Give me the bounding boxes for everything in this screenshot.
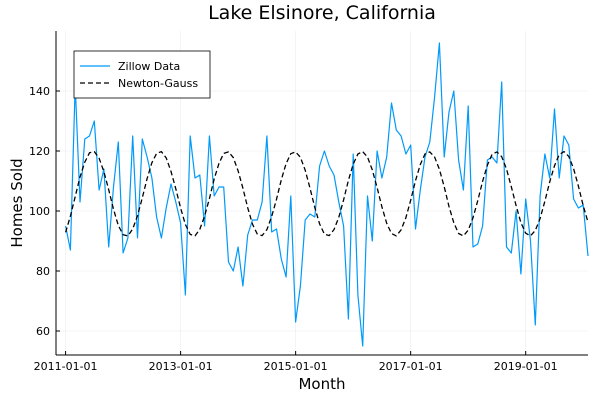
y-tick-label: 140 — [29, 85, 50, 98]
tick-labels: 2011-01-01 2013-01-01 2015-01-01 2017-01-01… — [29, 85, 558, 373]
y-tick-label: 80 — [36, 265, 50, 278]
legend: Zillow Data Newton-Gauss — [73, 50, 211, 99]
y-tick-label: 100 — [29, 205, 50, 218]
zillow-data-line — [65, 42, 589, 347]
newton-gauss-line — [64, 150, 589, 237]
x-tick-label: 2013-01-01 — [149, 360, 213, 373]
x-axis-label: Month — [298, 375, 345, 393]
y-tick-label: 120 — [29, 145, 50, 158]
x-tick-label: 2017-01-01 — [379, 360, 443, 373]
legend-label: Zillow Data — [118, 60, 180, 73]
legend-box — [73, 50, 211, 99]
x-tick-label: 2019-01-01 — [494, 360, 558, 373]
y-axis-label: Homes Sold — [8, 158, 26, 247]
axes — [55, 31, 588, 356]
series-layer — [64, 42, 589, 347]
y-tick-label: 60 — [36, 325, 50, 338]
x-tick-label: 2011-01-01 — [34, 360, 98, 373]
x-tick-label: 2015-01-01 — [264, 360, 328, 373]
legend-label: Newton-Gauss — [118, 77, 198, 90]
chart-title: Lake Elsinore, California — [208, 2, 436, 24]
